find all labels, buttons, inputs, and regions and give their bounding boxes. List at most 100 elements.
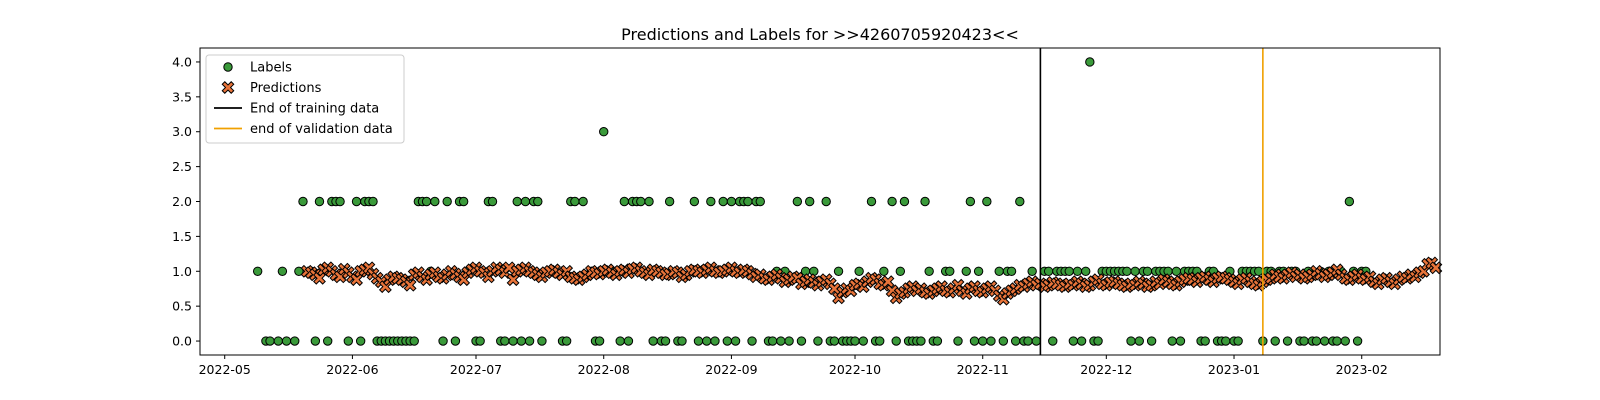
label-point xyxy=(323,336,333,346)
label-point xyxy=(430,196,440,207)
label-point xyxy=(961,266,971,276)
label-point xyxy=(487,196,498,207)
label-point xyxy=(1352,336,1363,346)
label-point xyxy=(829,336,840,346)
label-point xyxy=(644,196,654,207)
x-tick-label: 2022-06 xyxy=(326,362,378,377)
label-point xyxy=(636,196,646,207)
label-point xyxy=(512,196,522,207)
x-tick-label: 2022-09 xyxy=(705,362,757,377)
label-point xyxy=(409,336,419,346)
y-tick-label: 3.0 xyxy=(172,124,192,139)
label-point xyxy=(1048,336,1058,346)
label-point xyxy=(1200,336,1210,346)
label-point xyxy=(722,336,733,346)
label-point xyxy=(450,336,461,346)
prediction-point xyxy=(502,261,516,275)
y-tick-label: 2.0 xyxy=(172,194,192,209)
legend-label: end of validation data xyxy=(250,122,393,137)
axes: 0.0 0.5 1.0 1.5 2.0 2.5 3.0 3.5 4.0 2022-05 2022-0… xyxy=(172,47,1441,377)
label-point xyxy=(1122,266,1132,276)
label-point xyxy=(1085,57,1095,67)
label-point xyxy=(351,196,362,207)
label-point xyxy=(747,336,757,346)
label-point xyxy=(755,196,765,207)
y-tick-label: 4.0 xyxy=(172,54,192,69)
label-point xyxy=(693,336,704,346)
label-point xyxy=(945,266,955,276)
label-point xyxy=(1146,336,1157,346)
prediction-point xyxy=(333,270,347,284)
x-tick-label: 2022-08 xyxy=(578,362,630,377)
legend-box xyxy=(205,54,405,144)
prediction-point xyxy=(790,271,804,285)
label-point xyxy=(813,336,823,346)
label-point xyxy=(743,196,753,207)
label-point xyxy=(920,196,930,207)
label-point xyxy=(899,196,910,207)
label-point xyxy=(982,196,992,207)
label-point xyxy=(421,196,432,207)
plot-marks xyxy=(252,48,1443,355)
label-point xyxy=(866,196,877,207)
label-point xyxy=(1254,266,1264,276)
y-tick-label: 1.5 xyxy=(172,229,192,244)
label-point xyxy=(1340,336,1350,346)
prediction-point xyxy=(827,282,841,296)
label-point xyxy=(1221,336,1231,346)
label-point xyxy=(875,336,885,346)
label-point xyxy=(854,266,864,276)
label-point xyxy=(821,196,831,207)
label-point xyxy=(677,336,687,346)
label-point xyxy=(520,196,531,207)
label-point xyxy=(1171,266,1182,276)
label-point xyxy=(1043,266,1054,276)
y-tick-label: 0.5 xyxy=(172,299,192,314)
label-point xyxy=(689,196,700,207)
label-point xyxy=(833,266,844,276)
label-point xyxy=(1006,266,1017,276)
legend-label: End of training data xyxy=(250,102,379,117)
label-point xyxy=(710,336,720,346)
x-tick-label: 2022-07 xyxy=(450,362,502,377)
label-point xyxy=(310,336,321,346)
y-tick-label: 3.5 xyxy=(172,89,192,104)
label-point xyxy=(858,336,868,346)
label-point xyxy=(850,336,860,346)
label-point xyxy=(891,336,901,346)
label-point xyxy=(1023,336,1033,346)
label-point xyxy=(887,196,897,207)
label-point xyxy=(660,336,671,346)
x-tick-label: 2023-02 xyxy=(1336,362,1388,377)
label-point xyxy=(1072,266,1083,276)
label-point xyxy=(442,196,452,207)
label-point xyxy=(290,336,300,346)
label-point xyxy=(702,336,712,346)
label-point xyxy=(524,336,535,346)
label-point xyxy=(314,196,325,207)
label-point xyxy=(578,196,588,207)
label-point xyxy=(1311,336,1322,346)
label-point xyxy=(277,266,288,276)
label-point xyxy=(1282,336,1293,346)
x-tick-label: 2023-01 xyxy=(1208,362,1260,377)
label-point xyxy=(776,336,786,346)
label-point xyxy=(1076,336,1087,346)
label-point xyxy=(1064,266,1074,276)
label-point xyxy=(1299,336,1309,346)
label-point xyxy=(767,336,778,346)
label-point xyxy=(969,336,980,346)
label-point xyxy=(570,196,580,207)
label-point xyxy=(623,336,634,346)
label-point xyxy=(252,266,263,276)
label-point xyxy=(368,196,378,207)
prediction-point xyxy=(881,275,895,289)
label-point xyxy=(561,336,572,346)
label-point xyxy=(730,336,741,346)
label-point xyxy=(953,336,963,346)
y-tick-label: 1.0 xyxy=(172,264,192,279)
label-point xyxy=(1010,336,1021,346)
label-point xyxy=(619,196,630,207)
legend: Labels Predictions End of training data end… xyxy=(205,54,405,144)
label-point xyxy=(718,196,728,207)
